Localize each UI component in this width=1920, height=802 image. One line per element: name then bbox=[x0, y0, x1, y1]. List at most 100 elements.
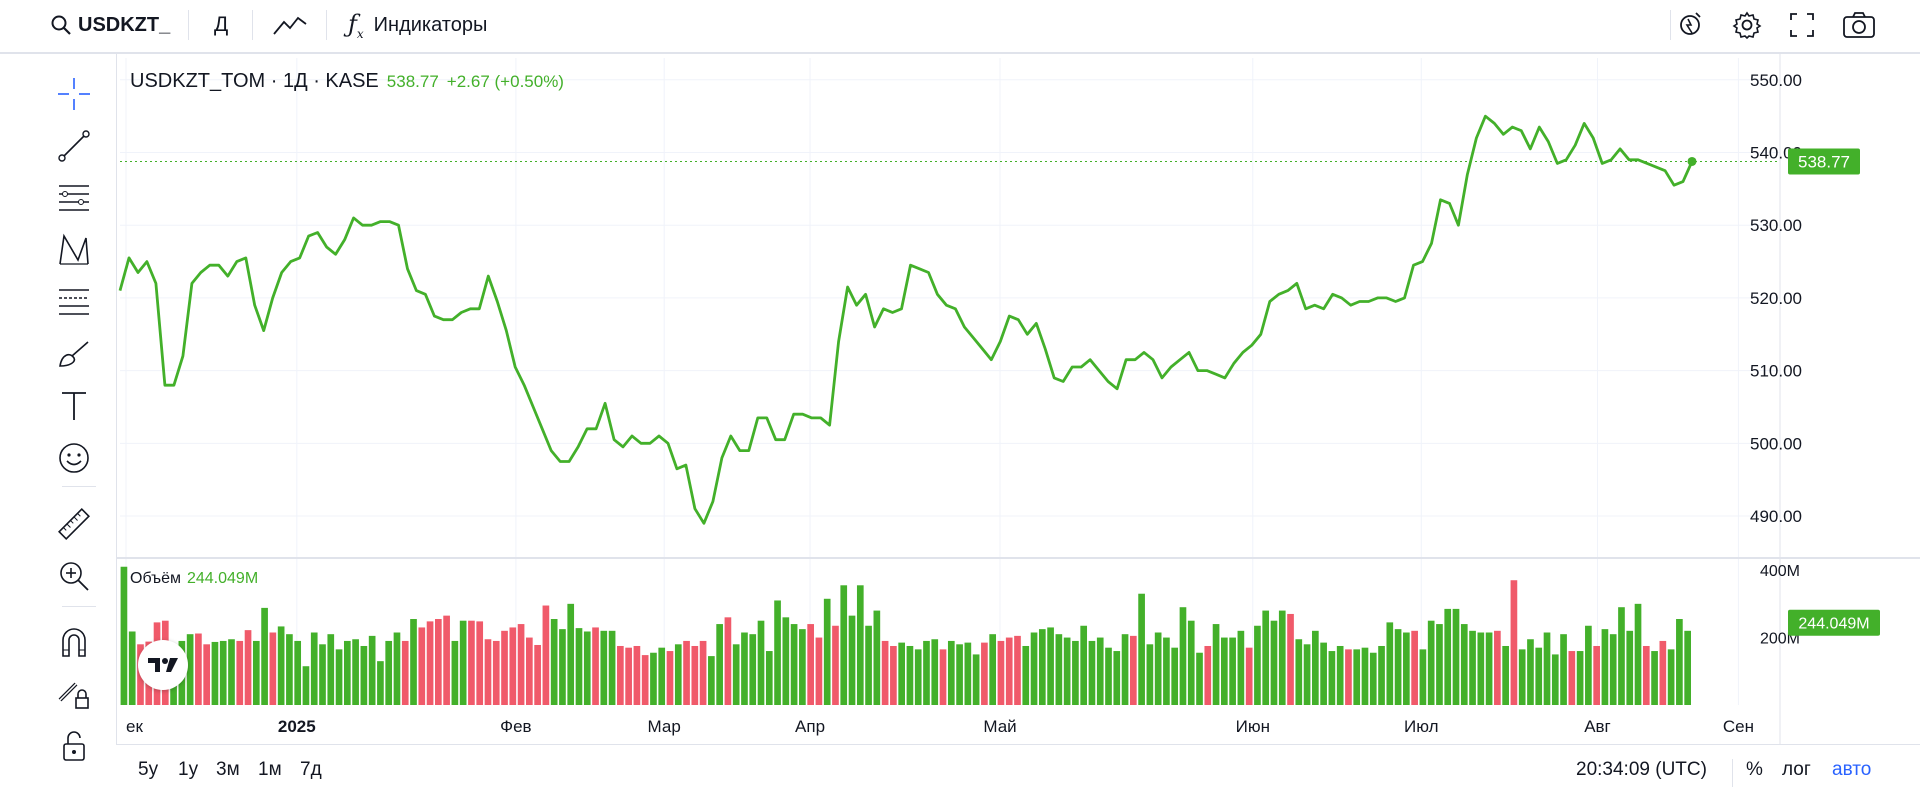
magnet-icon bbox=[62, 628, 86, 657]
price-tick-label: 520.00 bbox=[1750, 289, 1802, 308]
volume-bar bbox=[343, 640, 351, 705]
toolbar-divider bbox=[252, 10, 253, 40]
range-3m[interactable]: 3м bbox=[216, 759, 240, 780]
lock-drawing-tool[interactable] bbox=[52, 674, 96, 714]
time-tick-label: Май bbox=[983, 717, 1016, 736]
interval-button[interactable]: Д bbox=[214, 13, 229, 36]
text-tool[interactable] bbox=[52, 386, 96, 426]
range-1y[interactable]: 1у bbox=[178, 759, 199, 780]
price-axis: 550.00540.00530.00520.00510.00500.00490.… bbox=[1750, 71, 1802, 526]
volume-bar bbox=[1361, 647, 1369, 705]
volume-bar bbox=[377, 661, 384, 705]
settings-button[interactable] bbox=[1732, 0, 1762, 50]
volume-bar bbox=[1353, 649, 1361, 705]
fib-tool[interactable] bbox=[52, 282, 96, 322]
tradingview-logo[interactable] bbox=[138, 640, 188, 690]
volume-bar bbox=[1444, 608, 1452, 705]
volume-bar bbox=[1038, 629, 1046, 705]
search-icon bbox=[51, 15, 71, 35]
clock-timezone[interactable]: 20:34:09 (UTC) bbox=[1576, 759, 1707, 780]
crosshair-tool[interactable] bbox=[52, 74, 96, 114]
fullscreen-button[interactable] bbox=[1788, 0, 1816, 50]
screenshot-button[interactable] bbox=[1842, 0, 1876, 50]
volume-bar bbox=[426, 621, 434, 705]
indicators-button[interactable]: ƒx Индикаторы bbox=[348, 0, 487, 50]
volume-bar bbox=[1129, 635, 1137, 705]
auto-toggle[interactable]: авто bbox=[1832, 759, 1872, 780]
toolbar-divider bbox=[1732, 759, 1733, 787]
volume-bar bbox=[1328, 651, 1336, 705]
range-5y[interactable]: 5у bbox=[138, 759, 159, 780]
log-toggle[interactable]: лог bbox=[1782, 759, 1811, 780]
zoom-in-icon bbox=[60, 562, 89, 591]
volume-bar bbox=[1576, 651, 1584, 705]
volume-bar bbox=[716, 624, 723, 705]
time-tick-label: Июн bbox=[1236, 717, 1270, 736]
range-7d[interactable]: 7д bbox=[300, 759, 322, 780]
alert-button[interactable] bbox=[1676, 0, 1708, 50]
chart-type-button[interactable] bbox=[272, 0, 308, 50]
pane-separator bbox=[116, 54, 1920, 744]
volume-bar bbox=[1609, 634, 1617, 705]
volume-bar bbox=[410, 619, 417, 705]
price-tick-label: 490.00 bbox=[1750, 507, 1802, 526]
volume-bar bbox=[1651, 651, 1658, 705]
time-tick-label: Фев bbox=[500, 717, 531, 736]
last-price-label: 538.77 bbox=[1798, 152, 1850, 171]
toolbar-divider bbox=[62, 606, 96, 607]
volume-bar bbox=[252, 640, 260, 705]
volume-bar bbox=[302, 666, 310, 705]
magnet-tool[interactable] bbox=[52, 622, 96, 662]
volume-bar bbox=[906, 645, 914, 705]
volume-bar bbox=[1237, 630, 1245, 705]
volume-bar bbox=[790, 624, 798, 705]
alert-icon bbox=[1680, 12, 1701, 35]
trend-line-icon bbox=[58, 130, 90, 162]
volume-bar bbox=[608, 630, 616, 705]
volume-bar bbox=[1171, 647, 1179, 705]
line-chart-icon bbox=[273, 16, 307, 35]
volume-bar bbox=[898, 642, 905, 705]
volume-bar bbox=[1196, 652, 1203, 705]
symbol-search[interactable]: USDKZT_ bbox=[50, 0, 170, 50]
volume-bar bbox=[1593, 645, 1600, 705]
volume-bar bbox=[244, 630, 252, 705]
volume-bar bbox=[1427, 620, 1435, 705]
horizontal-lines-tool[interactable] bbox=[52, 178, 96, 218]
zoom-tool[interactable] bbox=[52, 556, 96, 596]
volume-bar bbox=[1303, 644, 1311, 705]
pattern-tool[interactable] bbox=[52, 230, 96, 270]
volume-bar bbox=[327, 634, 335, 705]
brush-tool[interactable] bbox=[52, 334, 96, 374]
lock-all-tool[interactable] bbox=[52, 726, 96, 766]
volume-bar bbox=[1312, 630, 1319, 705]
volume-bar bbox=[534, 644, 541, 705]
volume-bar bbox=[832, 625, 839, 705]
volume-bar bbox=[1667, 649, 1675, 705]
emoji-tool[interactable] bbox=[52, 438, 96, 478]
trend-line-tool[interactable] bbox=[52, 126, 96, 166]
crosshair-icon bbox=[58, 78, 90, 110]
volume-bar bbox=[1560, 634, 1567, 705]
volume-bar bbox=[1485, 632, 1493, 705]
percent-toggle[interactable]: % bbox=[1746, 759, 1763, 780]
volume-bar bbox=[1535, 647, 1543, 705]
volume-bar bbox=[1005, 637, 1013, 705]
volume-bar bbox=[219, 640, 227, 705]
volume-bar bbox=[526, 637, 533, 705]
volume-bar bbox=[1179, 607, 1187, 705]
volume-bar bbox=[401, 640, 409, 705]
time-tick-label: Сен bbox=[1723, 717, 1754, 736]
volume-bar bbox=[600, 630, 608, 705]
range-1m[interactable]: 1м bbox=[258, 759, 282, 780]
volume-bar bbox=[1138, 593, 1145, 705]
series-last-value: 538.77 bbox=[386, 72, 439, 91]
volume-bar bbox=[583, 631, 591, 705]
price-tick-label: 510.00 bbox=[1750, 362, 1802, 381]
volume-bar bbox=[501, 630, 508, 705]
volume-bar bbox=[1270, 620, 1278, 705]
volume-bar bbox=[840, 585, 848, 705]
measure-tool[interactable] bbox=[52, 504, 96, 544]
volume-bar bbox=[277, 626, 285, 705]
